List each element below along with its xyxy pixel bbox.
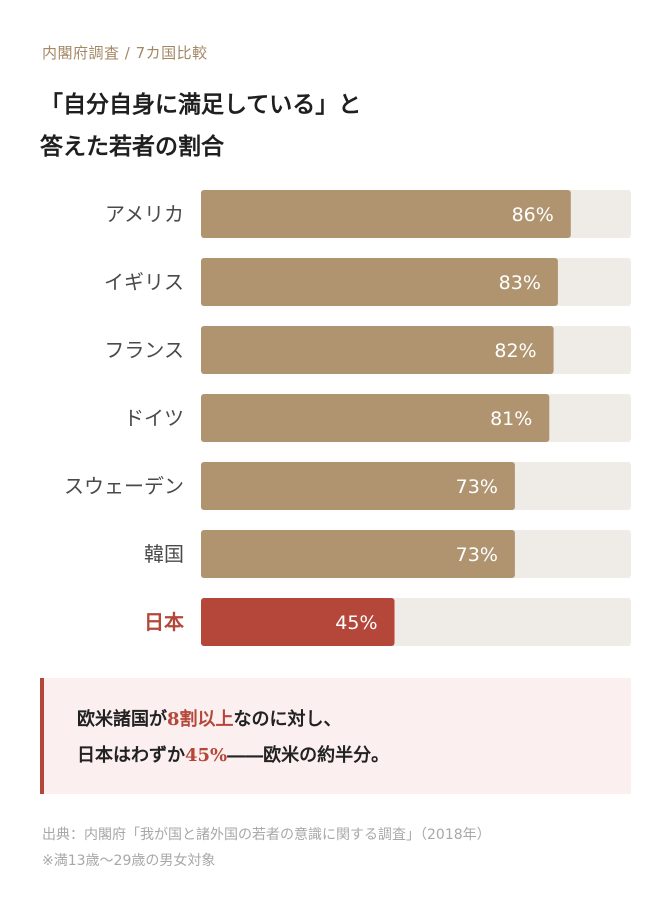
value-label: 86% — [512, 204, 554, 226]
value-label: 45% — [335, 612, 377, 634]
bar — [201, 258, 558, 306]
callout-line-1: 欧米諸国が8割以上なのに対し、 — [77, 702, 389, 738]
bar-chart: アメリカ 86% イギリス 83% フランス 82% ドイツ 81% スウェーデン 73% 韓国 73… — [64, 190, 631, 646]
bar — [201, 394, 550, 442]
category-label: イギリス — [104, 270, 184, 294]
eyebrow: 内閣府調査 / 7カ国比較 — [42, 44, 208, 62]
callout-text: 欧米諸国が — [77, 709, 167, 730]
source-line-1: 出典：内閣府「我が国と諸外国の若者の意識に関する調査」（2018年） — [42, 827, 491, 843]
summary-callout: 欧米諸国が8割以上なのに対し、 日本はわずか45%――欧米の約半分。 — [40, 678, 631, 794]
callout-text: ――欧米の約半分。 — [227, 745, 390, 766]
value-label: 73% — [456, 476, 498, 498]
value-label: 83% — [499, 272, 541, 294]
source-note: 出典：内閣府「我が国と諸外国の若者の意識に関する調査」（2018年） ※満13歳… — [42, 822, 491, 874]
category-label: スウェーデン — [64, 474, 184, 498]
category-label: フランス — [104, 338, 184, 362]
category-label: 韓国 — [144, 542, 184, 566]
callout-line-2: 日本はわずか45%――欧米の約半分。 — [77, 738, 389, 774]
callout-highlight: 45% — [185, 745, 228, 766]
bar — [201, 598, 395, 646]
category-label: アメリカ — [105, 202, 184, 226]
bar — [201, 462, 515, 510]
title-line-2: 答えた若者の割合 — [40, 133, 224, 160]
page-title: 「自分自身に満足している」と 答えた若者の割合 — [40, 84, 361, 168]
value-label: 73% — [456, 544, 498, 566]
callout-text: なのに対し、 — [233, 709, 342, 730]
category-label: 日本 — [144, 610, 184, 634]
title-line-1: 「自分自身に満足している」と — [40, 91, 362, 118]
source-line-2: ※満13歳〜29歳の男女対象 — [42, 853, 216, 869]
callout-text: 日本はわずか — [77, 745, 185, 766]
bar — [201, 326, 554, 374]
callout-highlight: 8割以上 — [167, 709, 234, 730]
value-label: 82% — [494, 340, 536, 362]
bar — [201, 190, 571, 238]
bar — [201, 530, 515, 578]
category-label: ドイツ — [124, 406, 184, 430]
value-label: 81% — [490, 408, 532, 430]
